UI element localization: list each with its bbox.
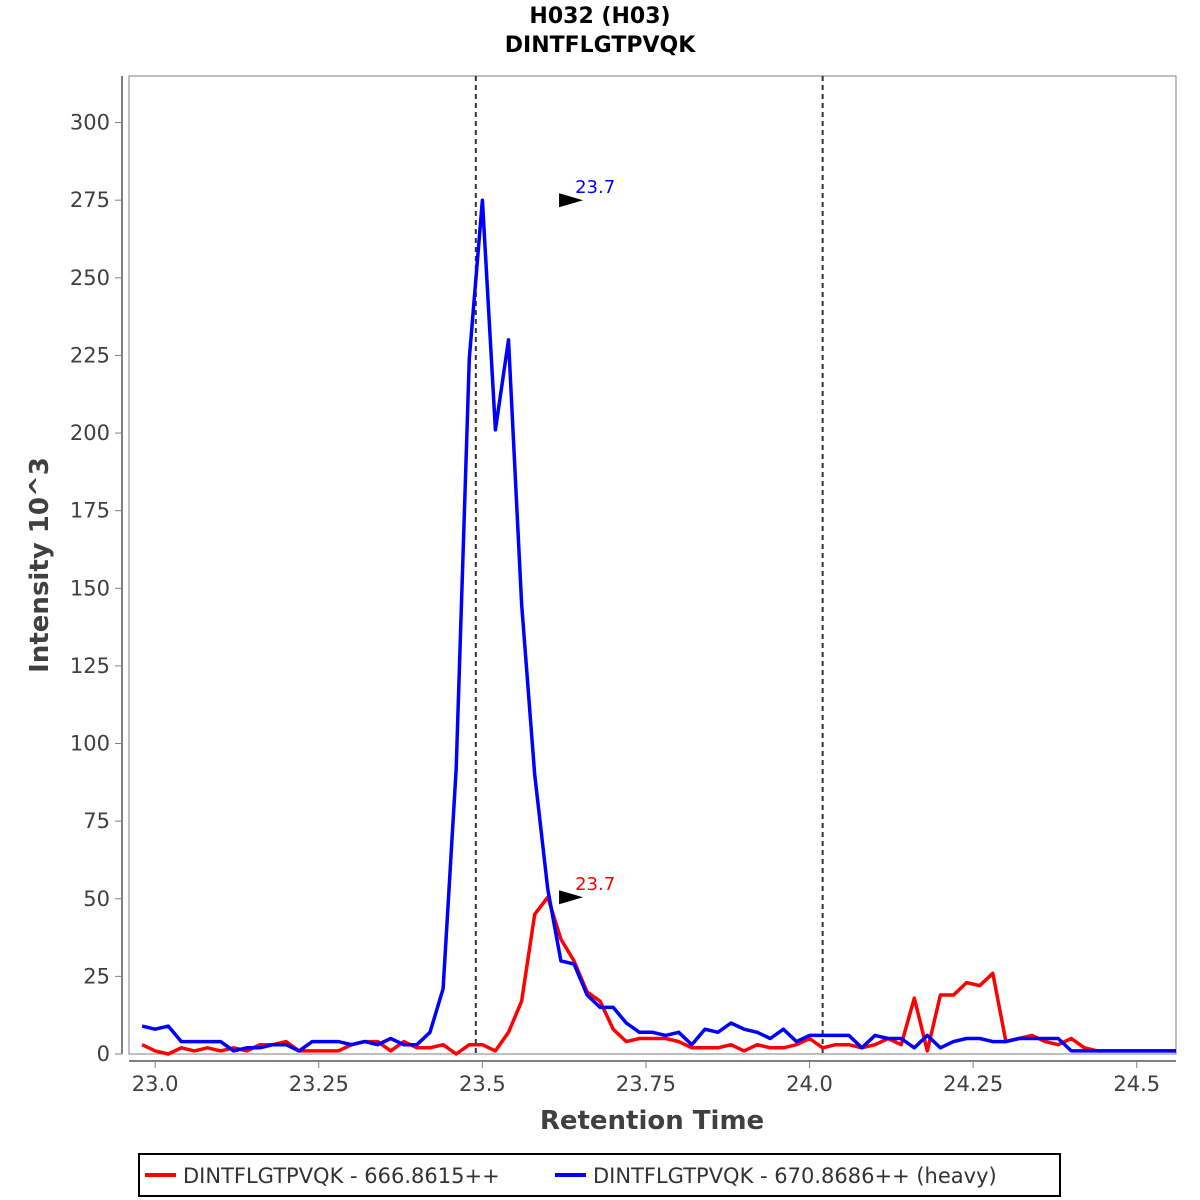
- x-tick-label: 24.25: [943, 1072, 1003, 1096]
- peak-marker: [559, 890, 584, 905]
- peak-marker: [559, 193, 584, 208]
- x-tick-label: 24.0: [786, 1072, 833, 1096]
- peak-boundaries: [474, 76, 824, 1054]
- x-axis-label: Retention Time: [540, 1106, 764, 1136]
- y-tick-label: 25: [83, 964, 110, 988]
- y-tick-label: 100: [70, 732, 110, 756]
- plot-area: [128, 75, 1177, 1055]
- series-heavy-line: [141, 198, 1176, 1053]
- x-tick-label: 23.0: [132, 1072, 179, 1096]
- y-tick-label: 200: [70, 421, 110, 445]
- chart-title: H032 (H03): [529, 4, 670, 29]
- series-layer: [141, 198, 1176, 1056]
- series-light-line: [141, 895, 1176, 1056]
- y-tick-label: 300: [70, 111, 110, 135]
- y-tick-label: 250: [70, 266, 110, 290]
- y-tick-label: 275: [70, 188, 110, 212]
- y-tick-label: 50: [83, 887, 110, 911]
- x-tick-label: 23.75: [616, 1072, 676, 1096]
- x-tick-label: 24.5: [1113, 1072, 1160, 1096]
- peak-label: 23.7: [575, 874, 615, 895]
- y-axis-ticks: 0 25 50 75 100 125 150 175 200 225 250 275 300: [70, 111, 122, 1066]
- y-tick-label: 225: [70, 343, 110, 367]
- y-tick-label: 0: [97, 1042, 110, 1066]
- legend-entry-light: DINTFLGTPVQK - 666.8615++: [183, 1164, 500, 1188]
- legend-entry-heavy: DINTFLGTPVQK - 670.8686++ (heavy): [593, 1164, 997, 1188]
- y-tick-label: 75: [83, 809, 110, 833]
- legend: DINTFLGTPVQK - 666.8615++ DINTFLGTPVQK -…: [138, 1153, 1061, 1197]
- y-tick-label: 125: [70, 654, 110, 678]
- x-tick-label: 23.25: [289, 1072, 349, 1096]
- chart-subtitle: DINTFLGTPVQK: [505, 33, 696, 58]
- x-tick-label: 23.5: [459, 1072, 506, 1096]
- peak-label: 23.7: [575, 177, 615, 198]
- y-tick-label: 175: [70, 499, 110, 523]
- y-axis-label: Intensity 10^3: [25, 457, 55, 673]
- peak-annotations: 23.7 23.7: [559, 177, 615, 905]
- legend-box: [138, 1153, 1061, 1197]
- x-axis-ticks: 23.0 23.25 23.5 23.75 24.0 24.25 24.5: [132, 1061, 1160, 1096]
- y-tick-label: 150: [70, 576, 110, 600]
